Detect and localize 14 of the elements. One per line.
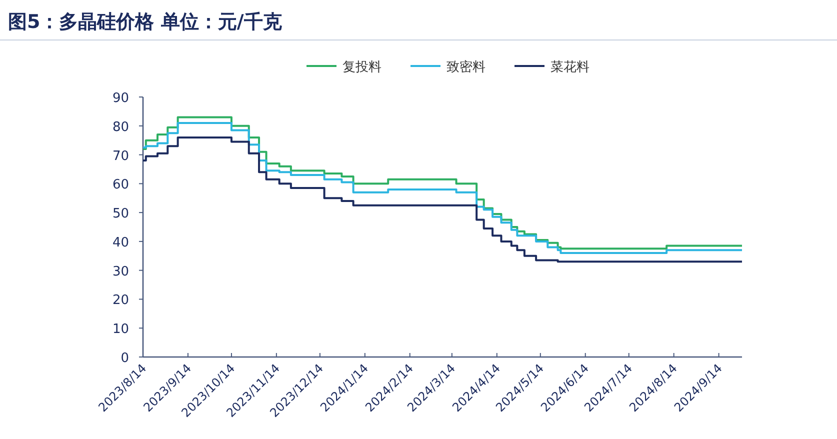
legend-label: 复投料 — [342, 60, 382, 75]
y-tick-label: 20 — [112, 293, 129, 308]
title: 图5：多晶硅价格 单位：元/千克 — [8, 11, 282, 33]
y-tick-label: 40 — [112, 235, 129, 250]
y-tick-label: 90 — [112, 91, 129, 106]
y-tick-label: 80 — [112, 120, 129, 135]
y-tick-label: 50 — [112, 206, 129, 222]
y-tick-label: 60 — [112, 178, 129, 193]
y-tick-label: 30 — [112, 264, 129, 280]
y-tick-label: 10 — [112, 322, 129, 338]
y-tick-label: 0 — [120, 351, 129, 366]
legend-label: 菜花料 — [550, 60, 590, 75]
y-tick-label: 70 — [112, 148, 129, 164]
legend-label: 致密料 — [446, 60, 486, 75]
